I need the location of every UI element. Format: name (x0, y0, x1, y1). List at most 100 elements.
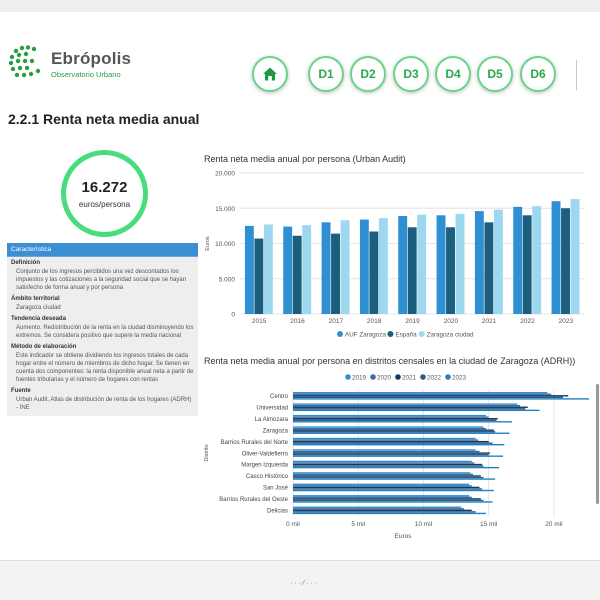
bar (293, 486, 480, 489)
bar (254, 238, 264, 314)
bar (293, 396, 563, 399)
bar (293, 496, 472, 499)
bar (551, 201, 561, 314)
y-tick-label: La Almozara (255, 417, 289, 423)
bar (263, 224, 273, 314)
bar (293, 409, 540, 412)
bar (293, 499, 484, 502)
x-tick-label: 0 mil (286, 521, 300, 528)
y-tick-label: Barrios Rurales del Norte (221, 440, 289, 446)
info-table-header: Característica (7, 243, 198, 257)
bar (493, 209, 503, 314)
y-tick-label: Delicias (267, 509, 288, 515)
y-tick-label: Zaragoza (263, 428, 289, 434)
bar (293, 444, 505, 446)
brand-name: Ebrópolis (51, 49, 132, 68)
y-axis-label: Euros (205, 236, 211, 251)
bar (331, 233, 340, 314)
info-section-text: Aumento. Redistribución de la renta en l… (16, 325, 194, 339)
y-tick-label: Casco Histórico (246, 474, 289, 480)
indicator-info-table: Característica Definición Conjunto de lo… (7, 243, 198, 416)
nav-button-d5[interactable]: D5 (477, 56, 513, 92)
bar (513, 206, 523, 314)
bar (293, 431, 496, 433)
info-section-title: Fuente (11, 388, 31, 394)
info-section-title: Tendencia deseada (11, 316, 66, 322)
bar (293, 406, 528, 408)
bar (293, 460, 472, 463)
y-tick-label: 0 (231, 312, 235, 319)
legend-marker (445, 374, 451, 380)
legend-marker (345, 374, 351, 380)
legend-label: 2021 (402, 375, 417, 382)
bar (293, 414, 487, 417)
bar (455, 213, 465, 314)
bar (293, 455, 503, 457)
y-tick-label: Universidad (256, 405, 288, 411)
x-tick-label: 2020 (444, 318, 459, 325)
chart-scrollbar[interactable] (596, 384, 599, 504)
bar (293, 405, 520, 407)
legend-marker (370, 374, 376, 380)
bar (302, 225, 312, 314)
bar (293, 498, 481, 500)
legend-marker (420, 374, 426, 380)
nav-button-d1[interactable]: D1 (308, 56, 344, 92)
bar (293, 509, 472, 512)
bar (293, 511, 476, 513)
bar (321, 222, 331, 314)
bar (293, 472, 471, 474)
bar (293, 449, 476, 451)
bar (293, 485, 472, 487)
nav-button-d2[interactable]: D2 (350, 56, 386, 92)
window-top-bar (0, 0, 600, 12)
chart2-title: Renta neta media anual por persona en di… (204, 356, 576, 366)
info-section-title: Método de elaboración (11, 344, 77, 350)
bar (293, 452, 490, 454)
legend-marker (337, 331, 343, 337)
home-button[interactable] (252, 56, 288, 92)
bar (522, 215, 532, 314)
bar (293, 442, 493, 444)
bar (293, 427, 487, 430)
bar (293, 462, 475, 464)
nav-button-d4[interactable]: D4 (435, 56, 471, 92)
bar (293, 393, 552, 395)
bar (407, 227, 417, 314)
x-tick-label: 2022 (520, 318, 535, 325)
bar (293, 408, 526, 410)
y-axis-label: Distrito (204, 444, 210, 461)
nav-button-d6[interactable]: D6 (520, 56, 556, 92)
bar (293, 453, 489, 456)
bar (293, 501, 493, 503)
bar (378, 218, 388, 314)
bar (293, 483, 470, 486)
bar (359, 219, 369, 314)
brand-logo[interactable]: Ebrópolis Observatorio Urbano (8, 43, 158, 83)
info-section-text: Urban Audit. Atlas de distribución de re… (16, 397, 192, 411)
legend-label: 2020 (377, 375, 392, 382)
legend-label: AUF Zaragoza (345, 332, 386, 339)
y-tick-label: 5.000 (219, 276, 236, 283)
bar (293, 466, 500, 469)
y-tick-label: 10.000 (215, 241, 235, 248)
nav-divider (576, 60, 577, 90)
bar (293, 426, 484, 428)
bar (446, 227, 455, 314)
bar (293, 488, 483, 490)
district-income-bar-chart: 0 mil 5 mil 10 mil 15 mil 20 mil Euros Distrit… (204, 374, 590, 540)
y-tick-label: Oliver-Valdefierro (242, 451, 289, 457)
bar (293, 392, 548, 394)
y-tick-label: 15.000 (215, 206, 235, 213)
nav-button-d3[interactable]: D3 (393, 56, 429, 92)
x-tick-label: 2016 (290, 318, 305, 325)
bar (417, 214, 427, 314)
x-tick-label: 2023 (559, 318, 574, 325)
bar (283, 226, 293, 314)
legend-marker (387, 331, 394, 337)
legend-marker (395, 374, 401, 380)
bar (293, 416, 489, 418)
bar (570, 199, 580, 314)
bar (293, 421, 513, 423)
bar (293, 398, 590, 400)
